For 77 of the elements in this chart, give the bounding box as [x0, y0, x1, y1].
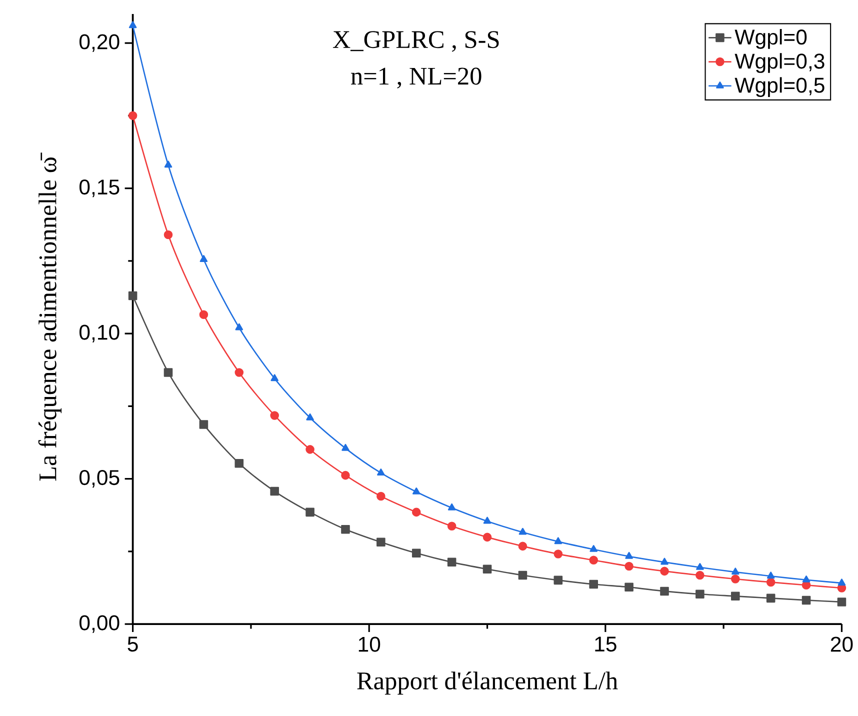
point — [448, 504, 456, 510]
point — [270, 486, 279, 496]
point — [696, 570, 704, 580]
point — [483, 516, 492, 524]
point — [199, 420, 208, 429]
legend-label: Wgpl=0 — [734, 29, 807, 49]
legend-label: Wgpl=0,5 — [734, 77, 824, 98]
point — [554, 537, 562, 544]
point — [660, 566, 669, 576]
y-tick-label: 0,10 — [79, 324, 120, 342]
point — [625, 552, 633, 559]
point — [306, 508, 314, 517]
point — [128, 111, 138, 120]
point — [731, 568, 740, 575]
point — [766, 572, 775, 579]
point — [377, 468, 385, 476]
point — [164, 368, 173, 377]
point — [306, 413, 314, 420]
point — [590, 545, 598, 552]
point — [447, 522, 456, 531]
point — [802, 596, 811, 605]
point — [766, 594, 776, 603]
point — [837, 598, 846, 606]
point — [164, 230, 173, 240]
x-tick-label: 5 — [128, 636, 138, 652]
annotation: n=1 , NL=20 — [351, 68, 482, 88]
point — [589, 580, 598, 589]
point — [554, 576, 563, 585]
point — [447, 558, 456, 567]
point — [696, 590, 704, 599]
point — [164, 160, 172, 168]
point — [199, 310, 208, 320]
y-axis-title: La fréquence adimentionnelle ω̄ — [38, 152, 62, 481]
point — [589, 556, 598, 565]
x-tick-label: 10 — [358, 636, 380, 652]
point — [660, 558, 668, 565]
point — [412, 488, 420, 494]
y-tick-label: 0,05 — [79, 470, 120, 488]
point — [341, 524, 350, 534]
point — [128, 291, 138, 300]
point — [412, 508, 421, 517]
point — [518, 570, 528, 580]
point — [554, 550, 563, 558]
point — [235, 323, 244, 330]
point — [624, 562, 634, 571]
point — [412, 548, 421, 558]
point — [306, 445, 314, 454]
point — [376, 492, 386, 501]
point — [482, 532, 492, 542]
point — [730, 592, 740, 601]
point — [200, 255, 208, 262]
point — [518, 542, 528, 551]
y-tick-label: 0,15 — [79, 180, 120, 198]
point — [128, 21, 137, 28]
point — [624, 582, 634, 592]
legend-label: Wgpl=0,3 — [734, 53, 824, 73]
point — [802, 576, 810, 582]
point — [766, 578, 776, 587]
point — [838, 578, 846, 586]
x-tick-label: 15 — [595, 636, 616, 652]
point — [342, 444, 350, 451]
x-tick-label: 20 — [830, 636, 853, 652]
y-tick-label: 0,20 — [79, 34, 120, 52]
point — [234, 459, 244, 468]
point — [482, 564, 492, 574]
point — [376, 538, 386, 547]
point — [730, 574, 740, 584]
x-axis-title: Rapport d'élancement L/h — [357, 672, 618, 695]
point — [341, 470, 350, 480]
point — [696, 563, 704, 570]
point — [270, 374, 278, 382]
annotation: X_GPLRC , S-S — [332, 31, 499, 52]
point — [518, 528, 527, 535]
y-tick-label: 0,00 — [79, 615, 120, 633]
point — [660, 586, 669, 596]
point — [234, 368, 244, 377]
point — [270, 411, 279, 420]
